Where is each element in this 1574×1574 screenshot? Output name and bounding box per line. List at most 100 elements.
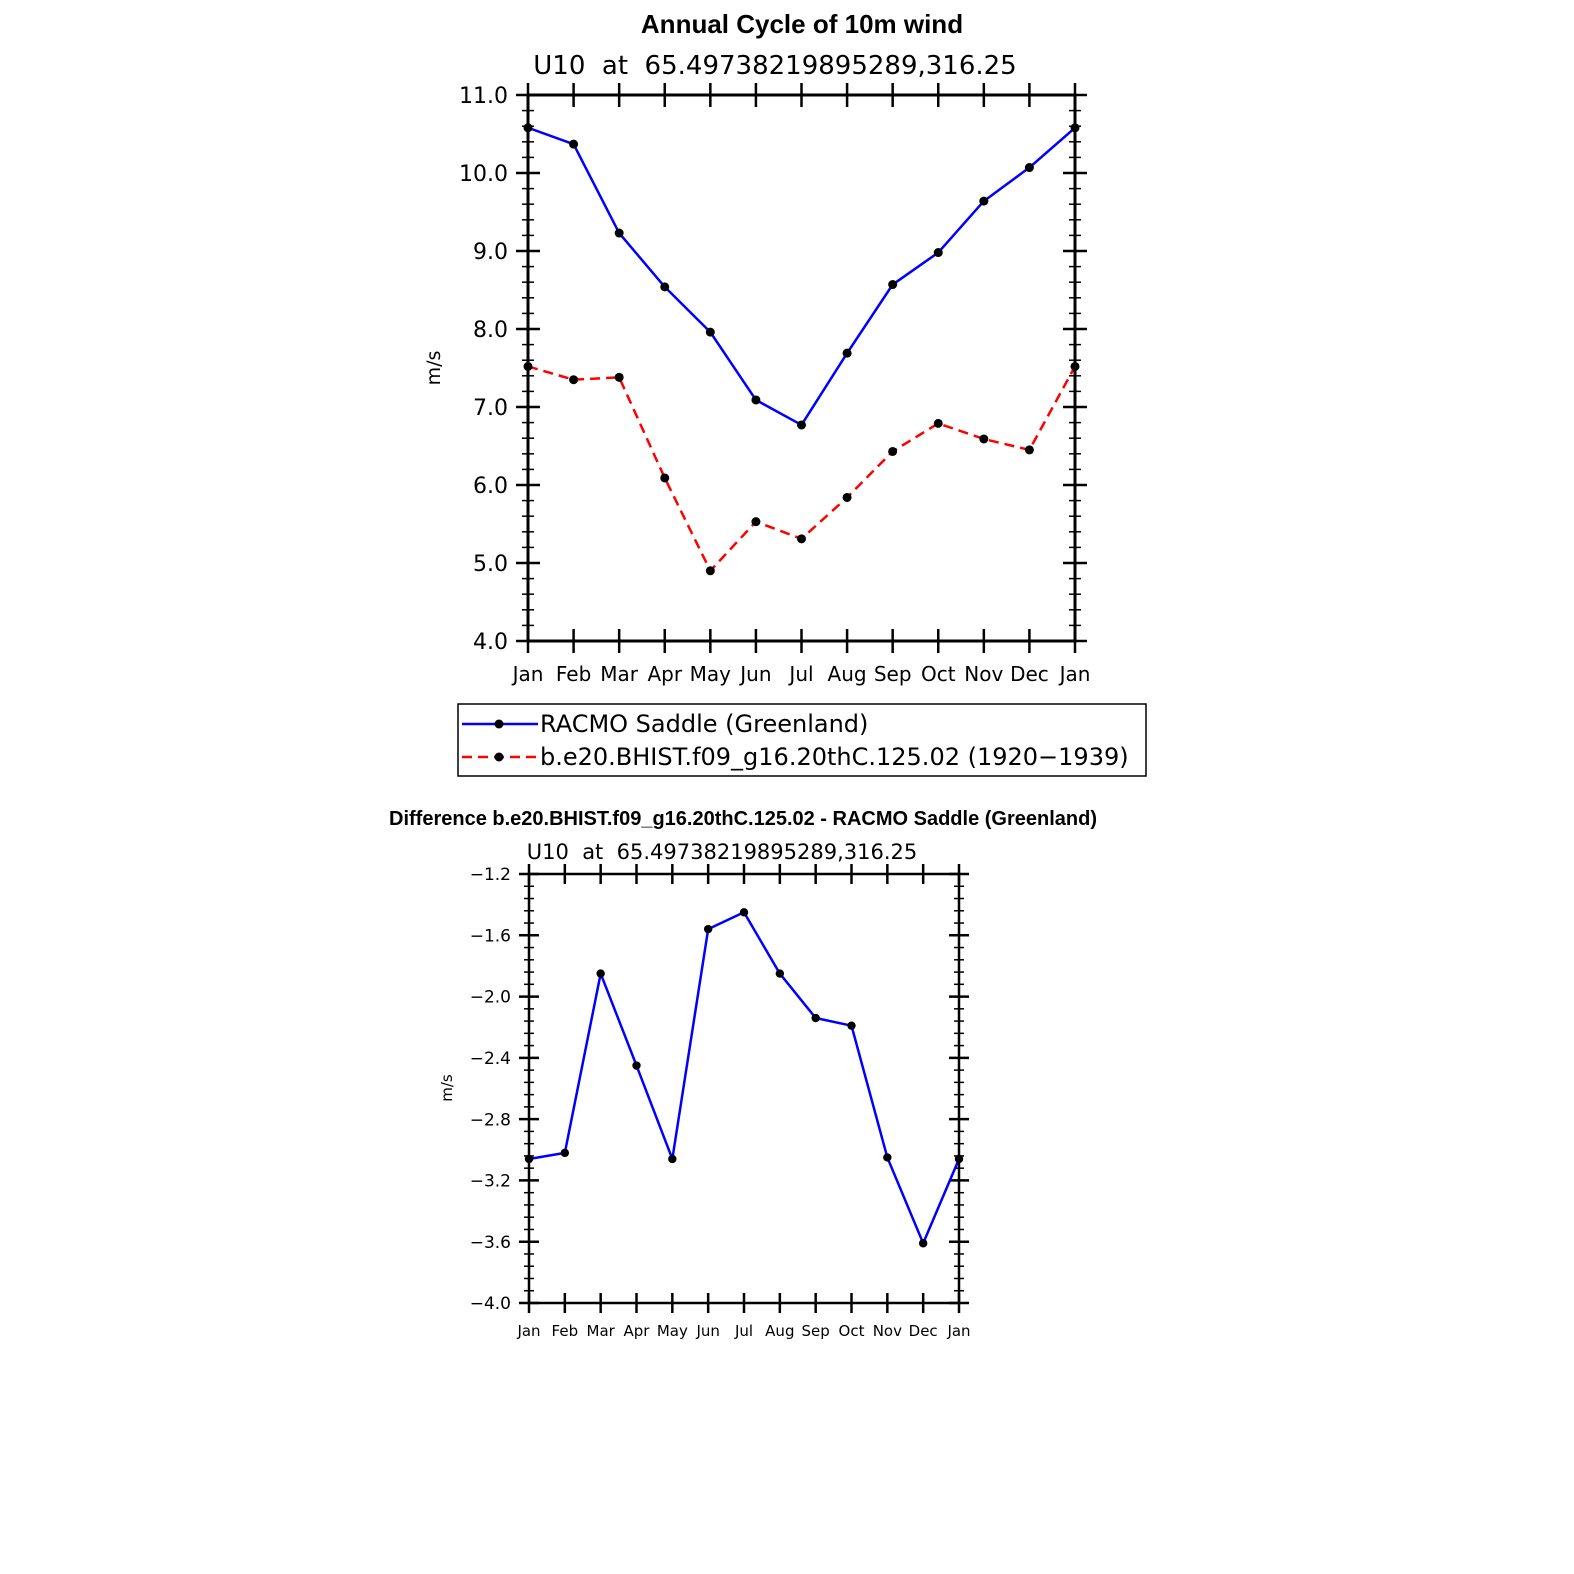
x-tick-label: Feb bbox=[552, 1322, 579, 1340]
y-tick-labels: 4.0 5.0 6.0 7.0 8.0 9.0 10.0 11.0 bbox=[459, 84, 508, 655]
data-point bbox=[705, 327, 715, 337]
x-tick-label: Jul bbox=[787, 662, 813, 686]
legend-box bbox=[457, 703, 1147, 777]
series-line bbox=[528, 911, 961, 1245]
x-tick-label: Feb bbox=[556, 662, 591, 686]
y-tick-label: 9.0 bbox=[473, 240, 508, 265]
data-point bbox=[811, 1013, 820, 1023]
x-tick-label: Sep bbox=[874, 662, 912, 686]
data-point bbox=[705, 566, 715, 576]
y-tick-label: −4.0 bbox=[470, 1294, 511, 1314]
y-tick-label: −1.2 bbox=[470, 865, 511, 885]
data-point bbox=[918, 1239, 928, 1248]
data-point bbox=[569, 375, 579, 385]
data-point bbox=[797, 534, 806, 544]
data-point bbox=[614, 228, 624, 238]
legend-marker bbox=[494, 752, 504, 762]
y-tick-label: −3.2 bbox=[470, 1172, 511, 1192]
data-point bbox=[842, 492, 852, 502]
legend-marker bbox=[494, 719, 504, 729]
y-tick-label: 6.0 bbox=[473, 474, 508, 499]
y-tick-label: 7.0 bbox=[473, 396, 508, 421]
x-tick-labels: Jan Feb Mar Apr May Jun Jul Aug Sep Oct Nov Dec Jan bbox=[511, 662, 1091, 686]
data-point bbox=[660, 473, 670, 483]
legend-label: RACMO Saddle (Greenland) bbox=[540, 710, 868, 738]
data-point bbox=[933, 418, 943, 428]
data-point bbox=[888, 280, 898, 290]
data-point bbox=[632, 1061, 641, 1070]
data-point bbox=[883, 1153, 892, 1162]
y-tick-label: −2.0 bbox=[470, 988, 511, 1008]
y-tick-label: 8.0 bbox=[473, 318, 508, 343]
x-tick-label: Nov bbox=[964, 662, 1003, 686]
data-point bbox=[979, 196, 989, 206]
series-layer bbox=[523, 123, 1080, 576]
legend-entry-racmo: RACMO Saddle (Greenland) bbox=[462, 710, 868, 738]
data-point bbox=[775, 969, 785, 978]
x-tick-label: May bbox=[690, 662, 732, 686]
x-tick-label: Nov bbox=[873, 1322, 902, 1340]
y-tick-labels: −4.0 −3.6 −3.2 −2.8 −2.4 −2.0 −1.6 −1.2 bbox=[470, 865, 511, 1314]
data-point bbox=[751, 517, 761, 527]
chart-subtitle: U10 at 65.49738219895289,316.25 bbox=[533, 51, 1016, 81]
data-point bbox=[933, 248, 943, 258]
x-tick-labels: Jan Feb Mar Apr May Jun Jul Aug Sep Oct Nov Dec Jan bbox=[516, 1322, 970, 1340]
data-point bbox=[751, 395, 761, 405]
legend-label: b.e20.BHIST.f09_g16.20thC.125.02 (1920−1… bbox=[540, 743, 1129, 771]
data-point bbox=[668, 1154, 677, 1164]
data-point bbox=[614, 372, 624, 382]
data-point bbox=[1024, 445, 1034, 455]
y-tick-label: 10.0 bbox=[459, 162, 508, 187]
data-point bbox=[569, 139, 579, 149]
y-tick-label: −2.8 bbox=[470, 1110, 511, 1130]
data-point bbox=[739, 908, 749, 917]
x-tick-label: Jul bbox=[734, 1322, 753, 1340]
x-tick-label: Mar bbox=[587, 1322, 616, 1340]
x-tick-label: Jun bbox=[738, 662, 771, 686]
x-tick-label: Jan bbox=[516, 1322, 540, 1340]
y-tick-label: 5.0 bbox=[473, 552, 508, 577]
series-line bbox=[527, 126, 1076, 427]
y-tick-label: −3.6 bbox=[470, 1233, 511, 1253]
x-tick-label: Oct bbox=[921, 662, 956, 686]
y-tick-label: −1.6 bbox=[470, 926, 511, 946]
data-point bbox=[847, 1021, 856, 1030]
data-point bbox=[660, 282, 670, 292]
x-tick-label: Apr bbox=[624, 1322, 651, 1340]
data-point bbox=[979, 434, 989, 444]
chart-title: Difference b.e20.BHIST.f09_g16.20thC.125… bbox=[389, 808, 1097, 830]
plot-frame bbox=[527, 872, 961, 1305]
x-tick-label: Dec bbox=[909, 1322, 938, 1340]
x-tick-label: Sep bbox=[802, 1322, 830, 1340]
y-axis-label: m/s bbox=[438, 1074, 456, 1102]
x-tick-label: Aug bbox=[828, 662, 867, 686]
x-tick-label: Apr bbox=[647, 662, 682, 686]
x-tick-label: Jan bbox=[511, 662, 544, 686]
y-tick-label: 4.0 bbox=[473, 630, 508, 655]
legend: RACMO Saddle (Greenland) b.e20.BHIST.f09… bbox=[457, 703, 1147, 777]
data-point bbox=[797, 420, 806, 430]
tick-marks bbox=[519, 864, 969, 1313]
y-tick-label: 11.0 bbox=[459, 84, 508, 109]
difference-chart: Difference b.e20.BHIST.f09_g16.20thC.125… bbox=[389, 808, 1097, 1340]
data-point bbox=[888, 446, 898, 456]
chart-title: Annual Cycle of 10m wind bbox=[641, 9, 963, 39]
chart-subtitle: U10 at 65.49738219895289,316.25 bbox=[527, 840, 918, 864]
x-tick-label: Mar bbox=[600, 662, 639, 686]
x-tick-label: Oct bbox=[839, 1322, 865, 1340]
data-point bbox=[560, 1148, 570, 1158]
x-tick-label: May bbox=[657, 1322, 688, 1340]
x-tick-label: Jun bbox=[695, 1322, 719, 1340]
x-tick-label: Jan bbox=[1058, 662, 1091, 686]
plot-frame bbox=[526, 93, 1077, 643]
data-point bbox=[596, 969, 605, 978]
data-point bbox=[842, 348, 852, 358]
x-tick-label: Dec bbox=[1010, 662, 1049, 686]
annual-cycle-chart: Annual Cycle of 10m wind U10 at 65.49738… bbox=[423, 9, 1090, 686]
y-axis-label: m/s bbox=[423, 351, 445, 386]
legend-entry-model: b.e20.BHIST.f09_g16.20thC.125.02 (1920−1… bbox=[462, 743, 1129, 771]
x-tick-label: Aug bbox=[765, 1322, 794, 1340]
tick-marks bbox=[516, 83, 1087, 653]
y-tick-label: −2.4 bbox=[470, 1049, 511, 1069]
